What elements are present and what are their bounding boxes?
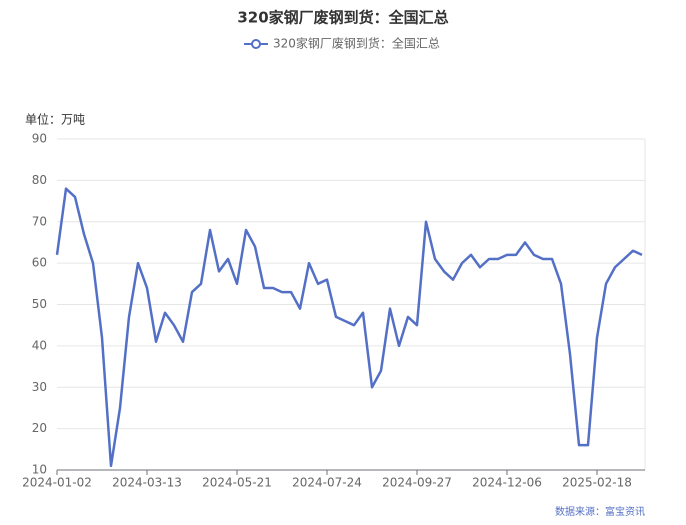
source-note: 数据来源：富宝资讯 <box>555 505 645 518</box>
legend-label: 320家钢厂废钢到货：全国汇总 <box>273 36 440 51</box>
y-tick-label: 50 <box>32 297 47 311</box>
x-tick-label: 2024-03-13 <box>112 476 182 490</box>
y-tick-label: 60 <box>32 256 47 270</box>
y-tick-label: 80 <box>32 173 47 187</box>
x-tick-label: 2024-07-24 <box>292 476 362 490</box>
x-tick-label: 2024-12-06 <box>472 476 542 490</box>
legend-marker <box>251 39 261 49</box>
x-tick-label: 2024-09-27 <box>382 476 452 490</box>
y-tick-label: 40 <box>32 338 47 352</box>
x-tick-label: 2024-05-21 <box>202 476 272 490</box>
y-tick-label: 10 <box>32 463 47 477</box>
series-line <box>55 187 643 468</box>
legend: 320家钢厂废钢到货：全国汇总 <box>244 36 440 51</box>
y-tick-label: 90 <box>32 132 47 146</box>
unit-label: 单位：万吨 <box>25 112 85 127</box>
y-tick-label: 20 <box>32 421 47 435</box>
x-tick-label: 2024-01-02 <box>22 476 92 490</box>
chart-title: 320家钢厂废钢到货：全国汇总 <box>237 9 448 27</box>
y-tick-label: 70 <box>32 214 47 228</box>
y-tick-label: 30 <box>32 380 47 394</box>
x-tick-label: 2025-02-18 <box>562 476 632 490</box>
